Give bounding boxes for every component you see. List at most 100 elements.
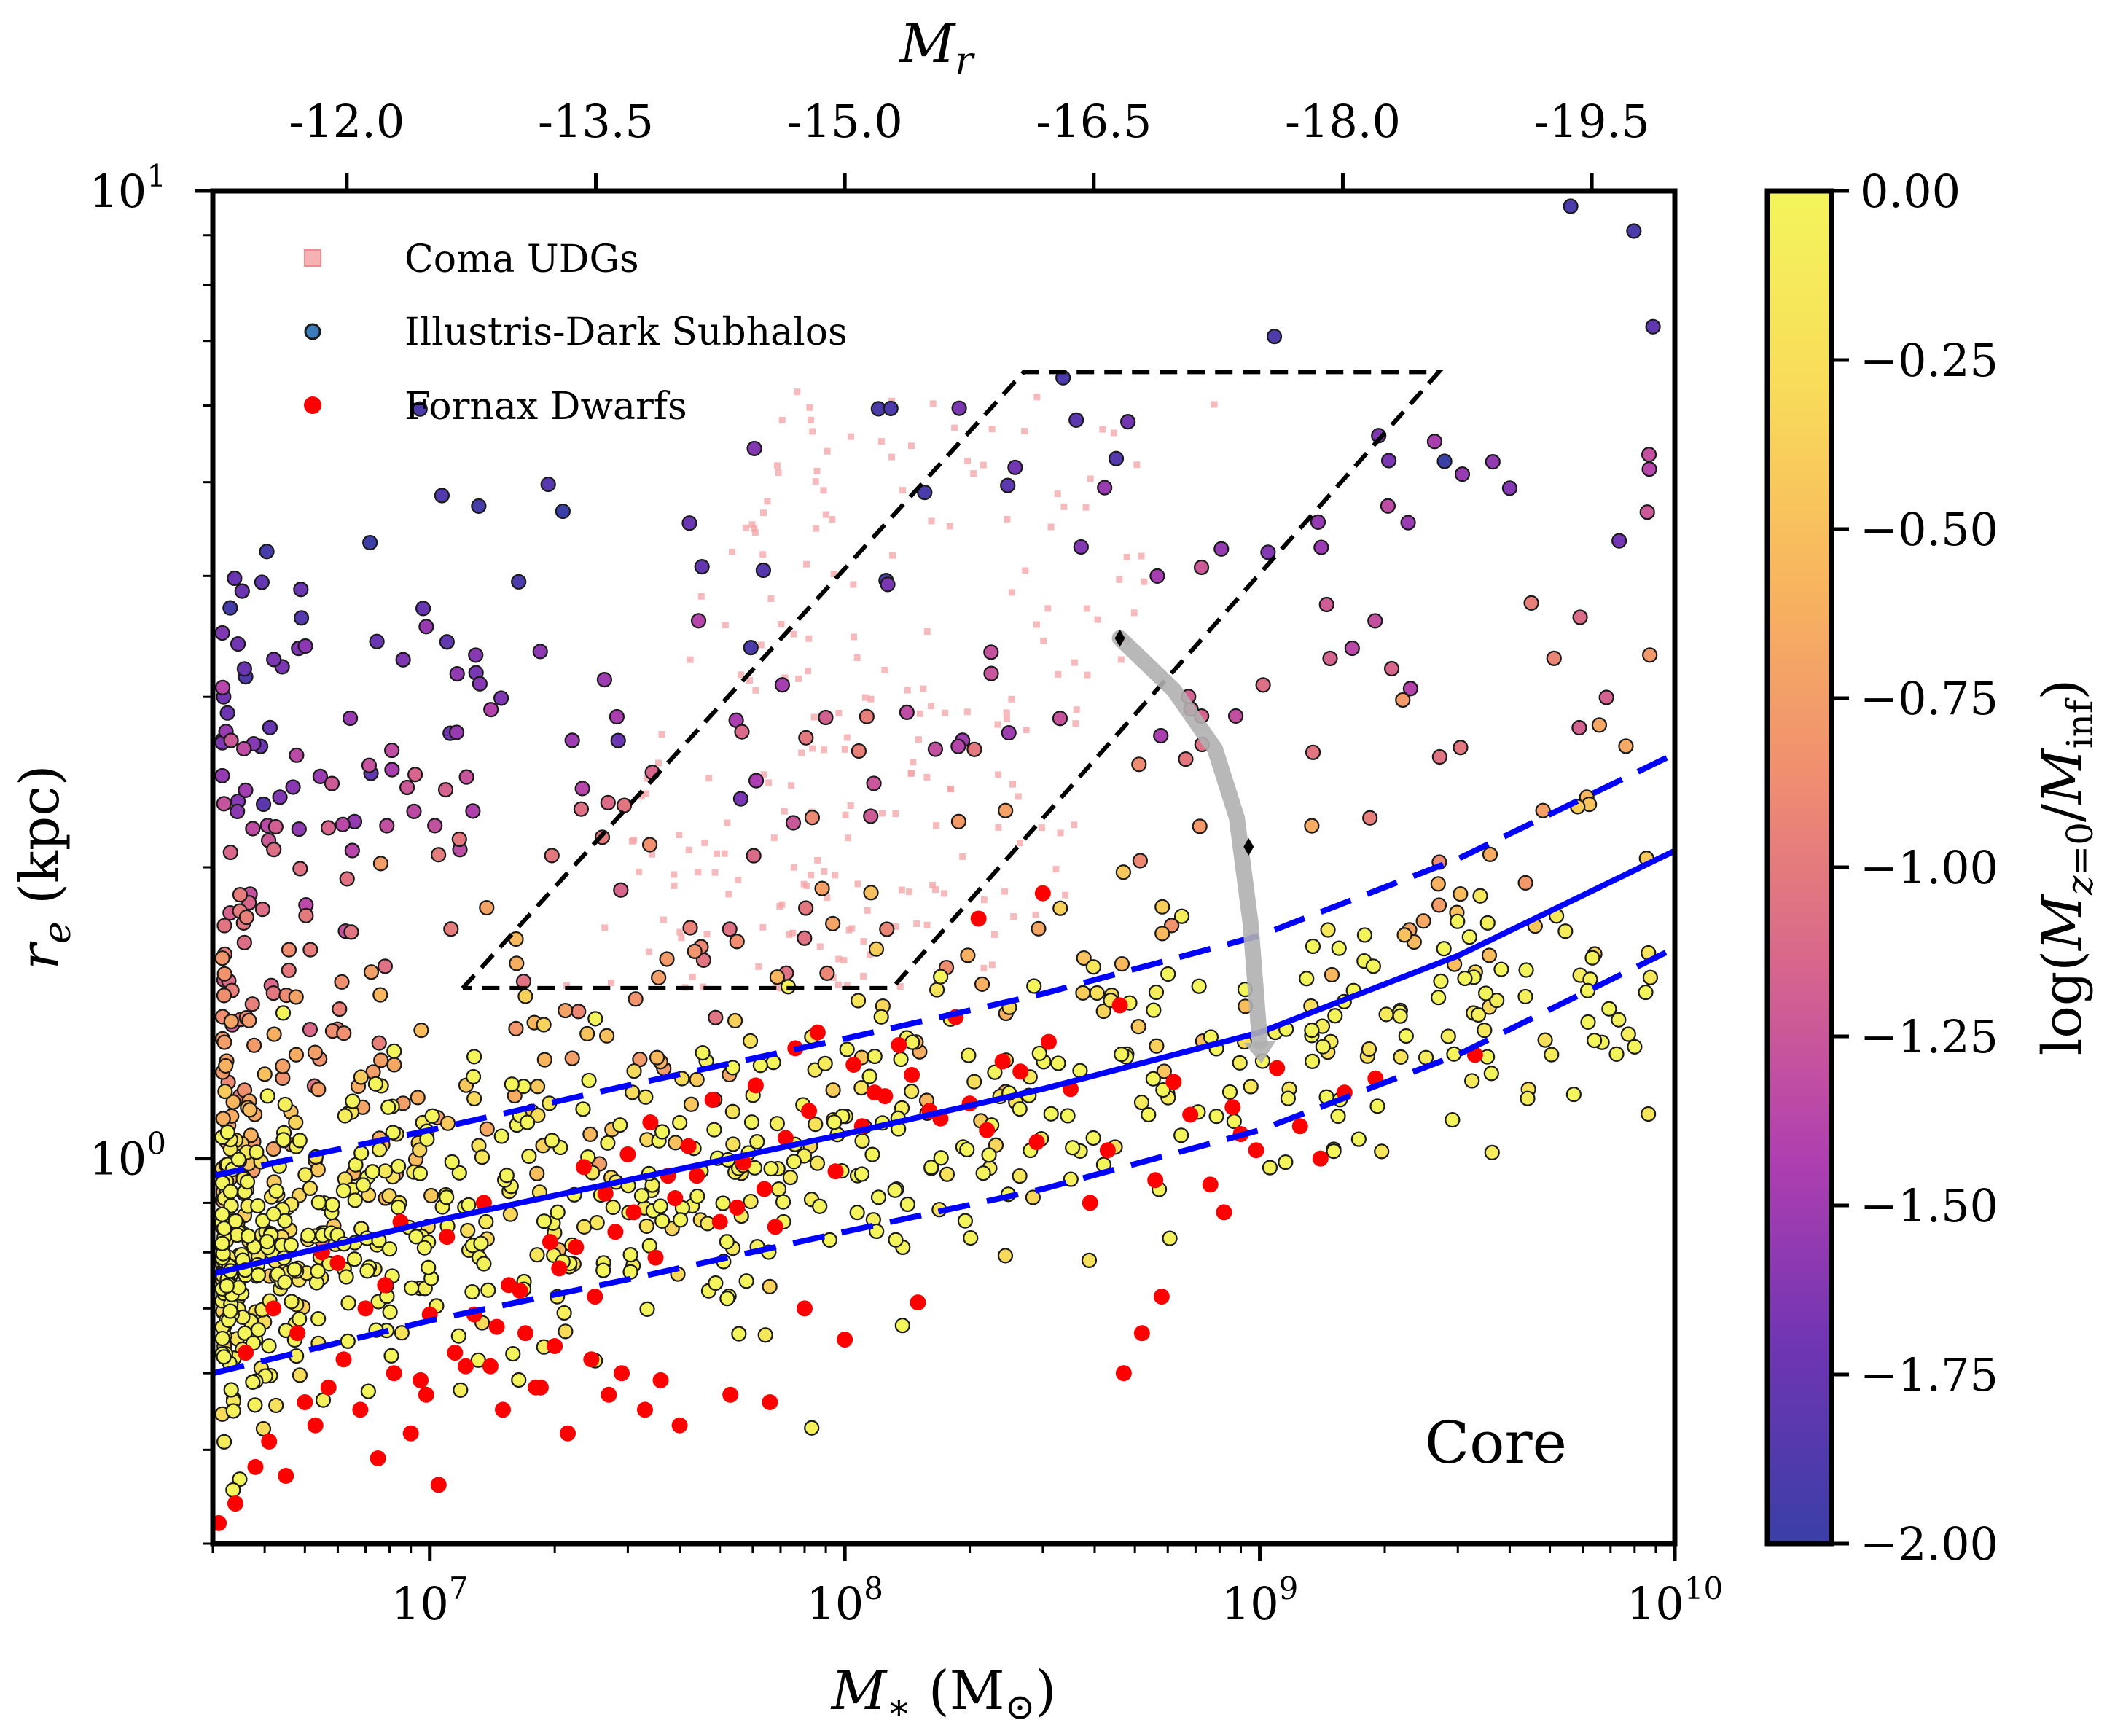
illustris-subhalo-point: [1031, 920, 1047, 937]
illustris-subhalo-point: [281, 942, 297, 958]
illustris-subhalo-point: [336, 1025, 352, 1041]
illustris-subhalo-point: [415, 601, 431, 617]
illustris-subhalo-point: [359, 1263, 375, 1279]
fornax-dwarf-point: [747, 1077, 764, 1094]
illustris-subhalo-point: [377, 1163, 394, 1179]
colorbar: 0.00 −0.25 −0.50 −0.75 −1.00 −1.25 −1.50 −1.75 −…: [1764, 165, 1998, 1571]
fornax-dwarf-point: [711, 1213, 728, 1230]
illustris-subhalo-point: [981, 1147, 997, 1163]
illustris-subhalo-point: [599, 1028, 615, 1044]
coma-udg-point: [867, 695, 875, 703]
top-axis-title: Mr: [899, 12, 976, 83]
fornax-dwarf-point: [1269, 1060, 1286, 1076]
illustris-subhalo-point: [242, 1102, 258, 1118]
illustris-subhalo-point: [236, 661, 252, 677]
illustris-subhalo-point: [1641, 447, 1657, 463]
illustris-subhalo-point: [774, 677, 791, 693]
illustris-subhalo-point: [259, 1234, 275, 1250]
illustris-subhalo-point: [1356, 927, 1373, 943]
coma-udg-point: [689, 973, 696, 980]
illustris-subhalo-point: [1052, 900, 1068, 916]
coma-udg-point: [816, 943, 824, 950]
illustris-subhalo-point: [1535, 802, 1551, 818]
illustris-subhalo-point: [1611, 533, 1627, 549]
coma-udg-point: [658, 730, 665, 738]
illustris-subhalo-point: [266, 1026, 282, 1042]
fornax-dwarf-point: [680, 1138, 697, 1154]
fornax-dwarf-point: [583, 1351, 600, 1368]
illustris-subhalo-point: [724, 1103, 740, 1119]
coma-udg-point: [725, 891, 732, 898]
illustris-subhalo-point: [558, 1323, 574, 1340]
coma-udg-point: [1015, 793, 1022, 800]
coma-udg-point: [1004, 515, 1011, 523]
illustris-subhalo-point: [1450, 913, 1466, 929]
fornax-dwarf-point: [1099, 1142, 1116, 1159]
illustris-subhalo-point: [1365, 958, 1381, 974]
illustris-subhalo-point: [689, 1188, 705, 1205]
illustris-subhalo-point: [966, 741, 982, 757]
illustris-subhalo-point: [544, 1133, 560, 1149]
coma-udg-point: [705, 775, 713, 782]
illustris-subhalo-point: [504, 1076, 520, 1092]
illustris-subhalo-point: [302, 1022, 318, 1038]
y-tick-label: 101: [89, 158, 166, 218]
fornax-dwarf-point: [1028, 1134, 1045, 1151]
coma-udg-point: [1211, 401, 1218, 408]
illustris-subhalo-point: [939, 1166, 955, 1182]
coma-udg-point: [742, 524, 749, 531]
coma-udg-point: [923, 773, 931, 781]
illustris-subhalo-point: [1517, 875, 1533, 891]
illustris-subhalo-point: [1642, 969, 1659, 985]
illustris-subhalo-point: [544, 848, 560, 864]
illustris-subhalo-point: [259, 544, 275, 560]
fornax-dwarf-point: [1153, 1289, 1170, 1305]
illustris-subhalo-point: [216, 918, 232, 934]
coma-udg-point: [843, 734, 851, 741]
illustris-subhalo-point: [1162, 1230, 1178, 1246]
illustris-subhalo-point: [1266, 329, 1283, 345]
illustris-subhalo-point: [819, 965, 835, 981]
illustris-subhalo-point: [439, 1189, 455, 1205]
illustris-subhalo-point: [786, 1154, 802, 1170]
coma-udg-point: [808, 872, 815, 879]
coma-udg-point: [889, 552, 896, 559]
illustris-subhalo-point: [219, 705, 235, 721]
illustris-subhalo-point: [230, 803, 246, 820]
illustris-subhalo-point: [1501, 480, 1518, 496]
illustris-subhalo-point: [222, 1303, 238, 1319]
fornax-dwarf-point: [970, 910, 987, 927]
illustris-subhalo-point: [361, 757, 378, 773]
illustris-subhalo-point: [719, 1291, 735, 1307]
illustris-subhalo-point: [825, 915, 841, 931]
fornax-dwarf-point: [601, 1386, 617, 1403]
coma-udg-point: [1073, 706, 1080, 713]
coma-udg-point: [929, 400, 937, 407]
coma-udg-point: [813, 467, 821, 474]
illustris-subhalo-point: [638, 1218, 654, 1235]
illustris-subhalo-point: [809, 1155, 826, 1171]
illustris-subhalo-point: [218, 1057, 234, 1074]
y-tick-label-exp: 0: [146, 1126, 166, 1162]
coma-udg-point: [877, 438, 885, 445]
illustris-subhalo-point: [1043, 1106, 1059, 1122]
coma-udg-point: [764, 498, 771, 505]
illustris-subhalo-point: [1518, 962, 1534, 978]
illustris-subhalo-point: [214, 1235, 230, 1251]
illustris-subhalo-point: [1369, 1098, 1385, 1114]
coma-udg-point: [660, 916, 667, 923]
fornax-dwarf-point: [777, 1130, 794, 1146]
illustris-subhalo-point: [1402, 681, 1418, 697]
fornax-dwarf-point: [722, 1386, 739, 1403]
illustris-subhalo-point: [1374, 1143, 1390, 1160]
coma-udg-point: [759, 509, 767, 517]
fornax-dwarf-point: [625, 1204, 642, 1221]
coma-udg-point: [794, 388, 801, 396]
coma-udg-point: [755, 963, 762, 970]
illustris-subhalo-point: [1481, 947, 1498, 963]
illustris-subhalo-point: [1645, 318, 1661, 335]
illustris-subhalo-point: [1415, 913, 1431, 929]
illustris-subhalo-point: [234, 583, 250, 599]
illustris-subhalo-point: [379, 818, 395, 834]
